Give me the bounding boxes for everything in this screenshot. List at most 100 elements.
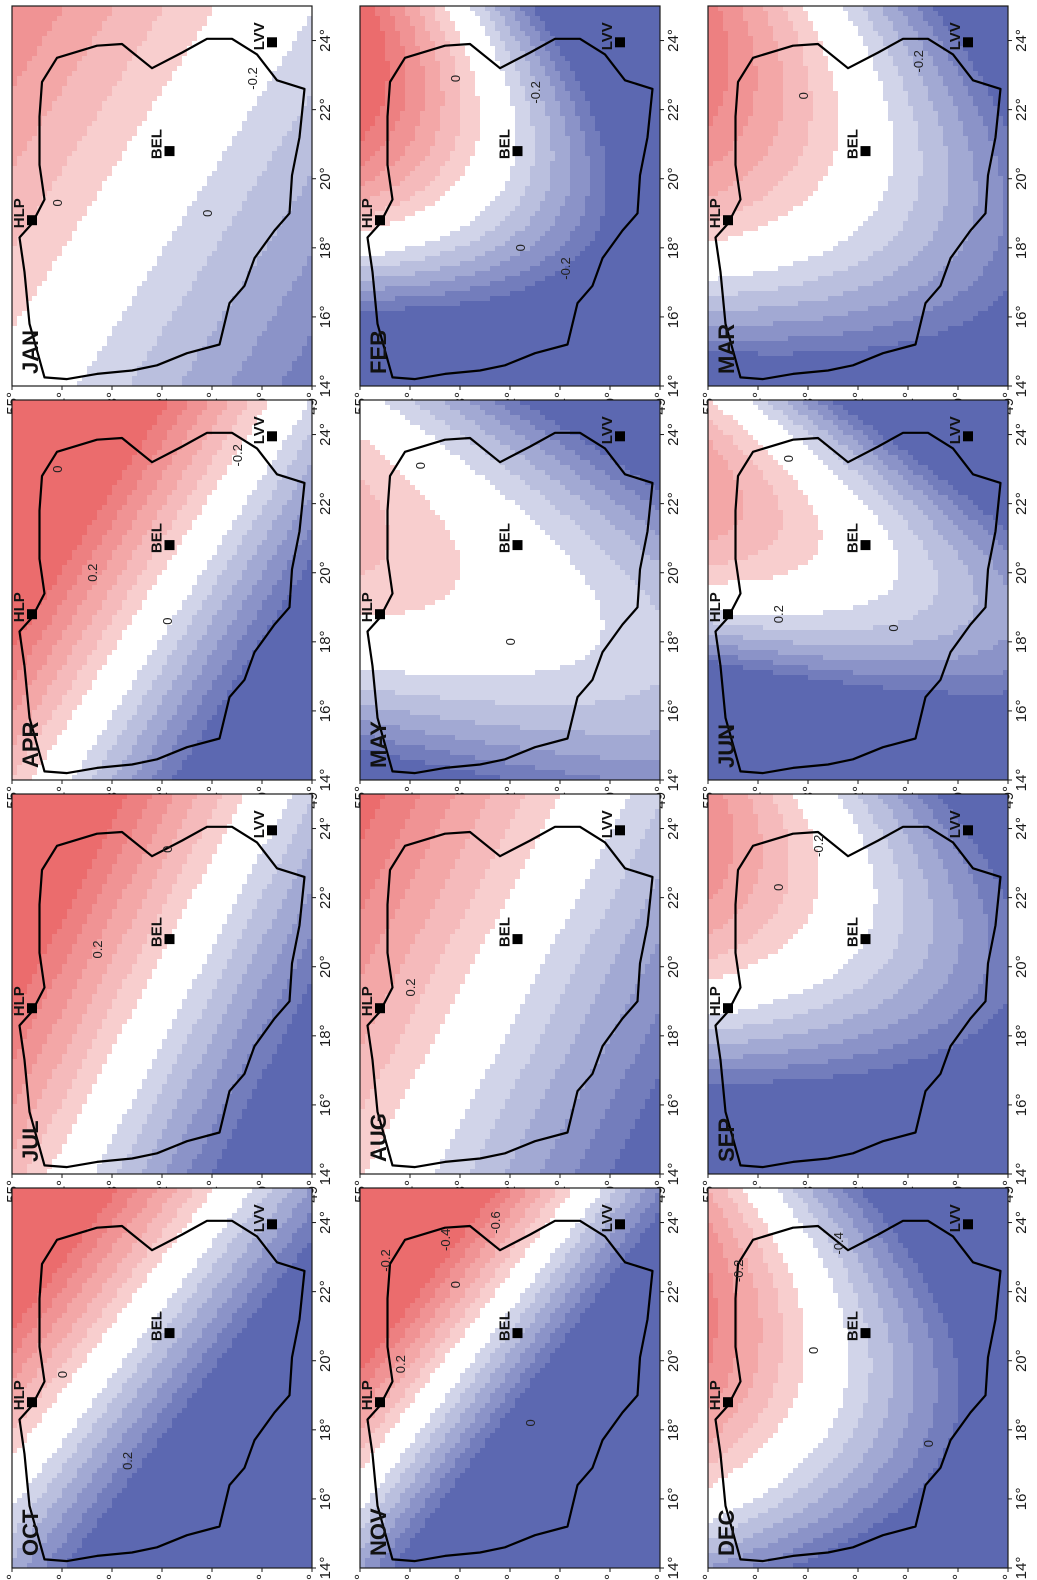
country-border (714, 37, 1002, 381)
station-label-hlp: HLP (707, 1380, 724, 1410)
shaded-field (12, 400, 312, 780)
lon-tick-label: 22° (665, 98, 682, 121)
month-label: DEC (714, 1509, 739, 1556)
station-marker-lvv (963, 431, 973, 442)
station-label-bel: BEL (497, 1311, 514, 1341)
contour-label: 0 (796, 92, 811, 99)
lon-tick-label: 14° (317, 1163, 334, 1186)
shaded-field (708, 6, 1008, 386)
lon-tick-label: 20° (1013, 1349, 1030, 1372)
lon-tick-label: 18° (1013, 1024, 1030, 1047)
lon-tick-label: 18° (1013, 1418, 1030, 1441)
country-border (366, 37, 654, 381)
lon-tick-label: 18° (665, 1024, 682, 1047)
station-marker-lvv (615, 37, 625, 48)
contour-label: 0.2 (403, 978, 418, 996)
month-label: JUL (18, 1120, 43, 1162)
lon-tick-label: 22° (1013, 1280, 1030, 1303)
contour-label: 0 (886, 624, 901, 631)
contour-label: 0 (448, 1281, 463, 1288)
lon-tick-label: 24° (317, 29, 334, 52)
station-label-hlp: HLP (11, 986, 28, 1016)
lon-tick-label: 20° (665, 955, 682, 978)
lon-tick-label: 18° (1013, 630, 1030, 653)
station-marker-lvv (267, 37, 277, 48)
contour-label: 0 (160, 846, 175, 853)
lon-tick-label: 20° (317, 561, 334, 584)
station-label-hlp: HLP (359, 198, 376, 228)
lon-tick-label: 24° (1013, 1211, 1030, 1234)
lat-tick-label: 54° (402, 1574, 419, 1580)
month-label: MAR (714, 324, 739, 374)
contour-label: 0 (921, 1440, 936, 1447)
country-border (18, 431, 306, 775)
contour-label: 0 (781, 455, 796, 462)
lon-tick-label: 20° (1013, 561, 1030, 584)
lon-tick-label: 18° (317, 236, 334, 259)
station-marker-bel (512, 1328, 523, 1339)
lon-tick-label: 14° (665, 375, 682, 398)
lon-tick-label: 20° (317, 1349, 334, 1372)
country-border (18, 825, 306, 1169)
station-label-lvv: LVV (947, 416, 964, 444)
lon-tick-label: 14° (317, 1557, 334, 1580)
panel-sep: SEP0-0.2HLPBELLVV55°54°53°52°51°50°49°14… (700, 793, 1030, 1203)
station-label-hlp: HLP (707, 986, 724, 1016)
lon-tick-label: 24° (1013, 29, 1030, 52)
station-marker-lvv (615, 431, 625, 442)
lon-tick-label: 22° (1013, 492, 1030, 515)
lon-tick-label: 18° (665, 630, 682, 653)
panel-may: MAY00HLPBELLVV55°54°53°52°51°50°49°14°16… (352, 399, 682, 809)
station-label-lvv: LVV (599, 810, 616, 838)
lon-tick-label: 24° (665, 423, 682, 446)
station-marker-bel (512, 540, 523, 551)
station-label-lvv: LVV (251, 416, 268, 444)
station-label-hlp: HLP (11, 1380, 28, 1410)
lon-tick-label: 22° (665, 886, 682, 909)
lon-tick-label: 24° (317, 423, 334, 446)
contour-label: -0.2 (911, 50, 926, 72)
country-border (714, 825, 1002, 1169)
lon-tick-label: 24° (317, 1211, 334, 1234)
station-marker-bel (164, 540, 175, 551)
lon-tick-label: 16° (1013, 1488, 1030, 1511)
station-marker-lvv (267, 1219, 277, 1230)
contour-label: 0 (806, 1347, 821, 1354)
lon-tick-label: 16° (665, 1094, 682, 1117)
lon-tick-label: 22° (1013, 98, 1030, 121)
station-marker-hlp (27, 1397, 37, 1408)
station-label-bel: BEL (497, 129, 514, 159)
lat-tick-label: 51° (204, 1574, 221, 1580)
station-marker-lvv (615, 1219, 625, 1230)
station-marker-hlp (723, 609, 733, 620)
contour-label: -0.2 (731, 1260, 746, 1282)
lon-tick-label: 22° (665, 1280, 682, 1303)
lat-tick-label: 50° (602, 1574, 619, 1580)
contour-label: 0 (771, 884, 786, 891)
station-marker-bel (512, 934, 523, 945)
lat-tick-label: 53° (452, 1574, 469, 1580)
lon-tick-label: 24° (665, 29, 682, 52)
station-label-hlp: HLP (11, 198, 28, 228)
lat-tick-label: 55° (700, 1574, 717, 1580)
station-marker-bel (164, 934, 175, 945)
contour-label: 0 (503, 638, 518, 645)
lon-tick-label: 20° (317, 955, 334, 978)
lon-tick-label: 16° (665, 700, 682, 723)
station-marker-hlp (723, 1003, 733, 1014)
station-label-bel: BEL (845, 129, 862, 159)
station-label-bel: BEL (845, 523, 862, 553)
shaded-field (12, 794, 312, 1174)
station-label-lvv: LVV (599, 22, 616, 50)
lon-tick-label: 16° (665, 1488, 682, 1511)
station-label-bel: BEL (149, 1311, 166, 1341)
contour-label: 0 (523, 1419, 538, 1426)
station-label-hlp: HLP (707, 592, 724, 622)
lon-tick-label: 14° (1013, 1557, 1030, 1580)
contour-label: 0 (413, 462, 428, 469)
shaded-field (12, 1188, 312, 1568)
lon-tick-label: 16° (317, 1488, 334, 1511)
station-marker-lvv (963, 825, 973, 836)
contour-label: 0 (513, 244, 528, 251)
station-label-bel: BEL (149, 129, 166, 159)
